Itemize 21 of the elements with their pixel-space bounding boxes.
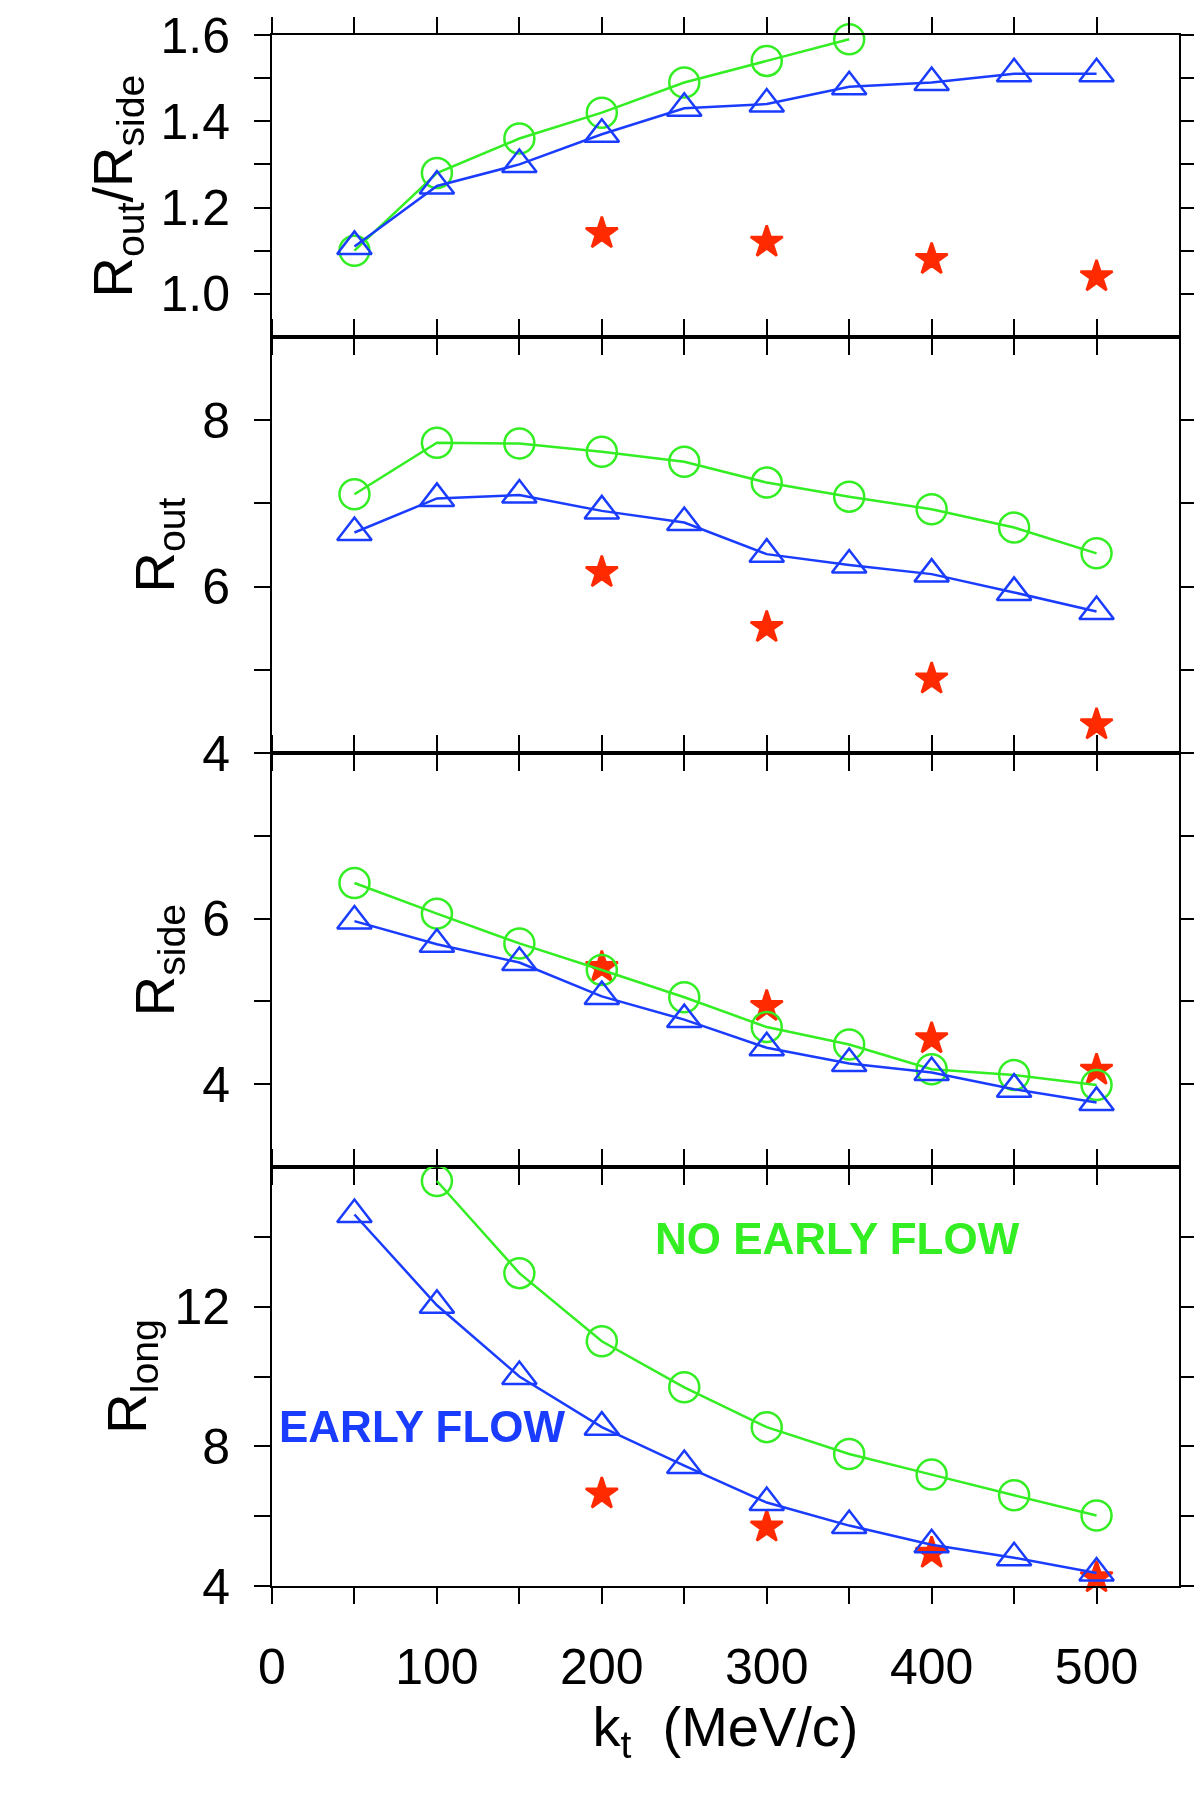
y-tick-label: 4 [202,1558,230,1615]
y-tick-label: 4 [202,725,230,782]
y-tick-label: 6 [202,891,230,948]
x-tick-label: 100 [395,1639,479,1695]
x-tick-label: 500 [1054,1639,1139,1695]
series-label: NO EARLY FLOW [655,1214,1020,1263]
x-tick-label: 200 [560,1639,644,1695]
y-tick-label: 12 [174,1279,230,1336]
x-tick-label: 0 [258,1639,286,1695]
y-tick-label: 1.6 [160,7,230,64]
y-tick-label: 6 [202,559,230,616]
y-tick-label: 8 [202,392,230,449]
x-tick-label: 300 [725,1639,809,1695]
y-tick-label: 4 [202,1056,230,1113]
series-label: EARLY FLOW [279,1402,566,1451]
x-axis-title: k$_{t}$ (MeV/c) [592,1695,859,1766]
y-tick-label: 1.0 [160,266,230,323]
y-tick-label: 8 [202,1418,230,1475]
y-tick-label: 1.4 [160,93,230,150]
x-tick-label: 400 [889,1639,974,1695]
y-tick-label: 1.2 [160,180,230,237]
